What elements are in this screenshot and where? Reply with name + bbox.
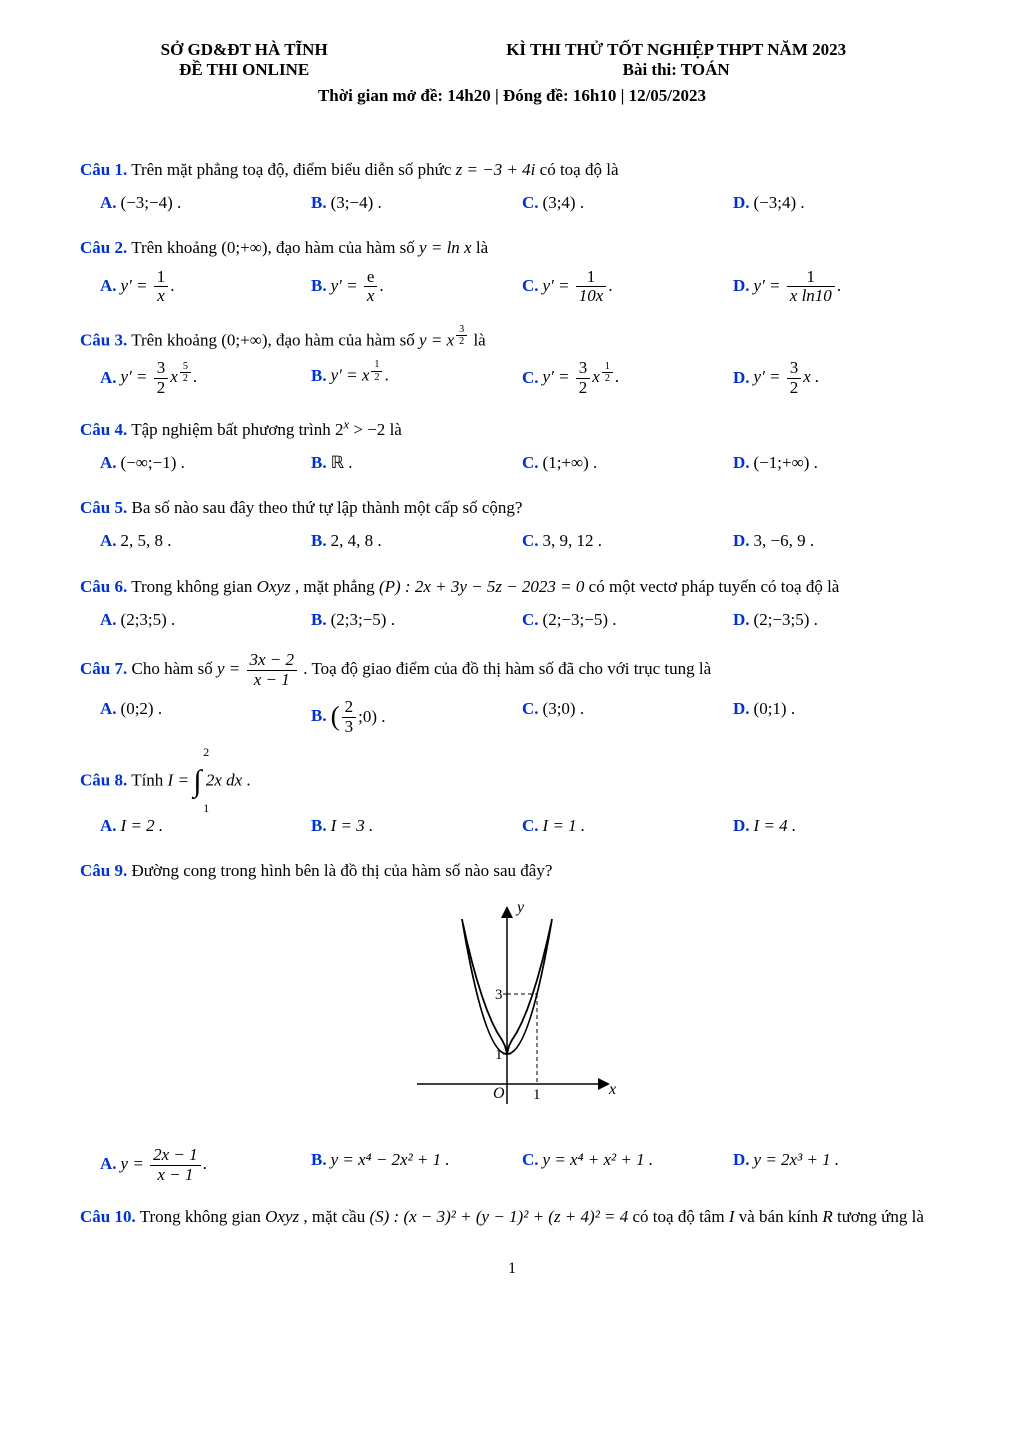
question-4: Câu 4. Tập nghiệm bất phương trình 2x > …: [80, 416, 944, 476]
q5-label: Câu 5.: [80, 498, 127, 517]
q2-label: Câu 2.: [80, 238, 127, 257]
q7-opt-b: B.(23;0) .: [311, 695, 522, 739]
q1-stem-pre: Trên mặt phẳng toạ độ, điểm biểu diễn số…: [131, 160, 455, 179]
q8-opt-c: C.I = 1 .: [522, 812, 733, 839]
question-8: Câu 8. Tính I = 2 ∫ 1 2x dx . A.I = 2 . …: [80, 757, 944, 839]
question-5: Câu 5. Ba số nào sau đây theo thứ tự lập…: [80, 494, 944, 554]
question-9: Câu 9. Đường cong trong hình bên là đồ t…: [80, 857, 944, 1185]
q2-opt-d: D.y′ = 1x ln10.: [733, 268, 944, 306]
origin-label: O: [493, 1085, 505, 1102]
exam-subject: Bài thi: TOÁN: [408, 60, 944, 80]
question-1: Câu 1. Trên mặt phẳng toạ độ, điểm biểu …: [80, 156, 944, 216]
q8-label: Câu 8.: [80, 770, 127, 789]
q3-opt-c: C.y′ = 32x12.: [522, 359, 733, 397]
q7-opt-a: A.(0;2) .: [100, 695, 311, 739]
exam-timing: Thời gian mở đề: 14h20 | Đóng đề: 16h10 …: [80, 86, 944, 106]
q4-opt-c: C.(1;+∞) .: [522, 449, 733, 476]
y-axis-label: y: [515, 899, 525, 916]
question-10: Câu 10. Trong không gian Oxyz , mặt cầu …: [80, 1203, 944, 1230]
xtick-1: 1: [533, 1087, 541, 1103]
exam-header: SỞ GD&ĐT HÀ TĨNH KÌ THI THỬ TỐT NGHIỆP T…: [80, 40, 944, 60]
q1-formula: z = −3 + 4i: [456, 160, 536, 179]
q2-opt-b: B.y′ = ex.: [311, 268, 522, 306]
ytick-1: 1: [495, 1047, 503, 1063]
exam-title: KÌ THI THỬ TỐT NGHIỆP THPT NĂM 2023: [408, 40, 944, 60]
q5-opt-d: D.3, −6, 9 .: [733, 527, 944, 554]
q2-opt-c: C.y′ = 110x.: [522, 268, 733, 306]
q1-label: Câu 1.: [80, 160, 127, 179]
q3-opt-a: A.y′ = 32x52.: [100, 359, 311, 397]
q9-opt-b: B.y = x⁴ − 2x² + 1 .: [311, 1146, 522, 1184]
q7-opt-d: D.(0;1) .: [733, 695, 944, 739]
q6-opt-d: D.(2;−3;5) .: [733, 606, 944, 633]
exam-mode: ĐỀ THI ONLINE: [80, 60, 408, 80]
q2-opt-a: A.y′ = 1x.: [100, 268, 311, 306]
q4-opt-a: A.(−∞;−1) .: [100, 449, 311, 476]
page-number: 1: [80, 1260, 944, 1278]
ytick-3: 3: [495, 987, 503, 1003]
q7-label: Câu 7.: [80, 659, 127, 678]
q9-label: Câu 9.: [80, 861, 127, 880]
q5-opt-a: A.2, 5, 8 .: [100, 527, 311, 554]
q5-opt-c: C.3, 9, 12 .: [522, 527, 733, 554]
q6-opt-a: A.(2;3;5) .: [100, 606, 311, 633]
q8-opt-d: D.I = 4 .: [733, 812, 944, 839]
q6-label: Câu 6.: [80, 577, 127, 596]
q3-opt-d: D.y′ = 32x .: [733, 359, 944, 397]
q1-opt-c: C.(3;4) .: [522, 189, 733, 216]
q6-opt-b: B.(2;3;−5) .: [311, 606, 522, 633]
q1-opt-a: A.(−3;−4) .: [100, 189, 311, 216]
q10-label: Câu 10.: [80, 1207, 136, 1226]
q9-graph: y x O 1 3 1: [80, 894, 944, 1132]
q4-opt-d: D.(−1;+∞) .: [733, 449, 944, 476]
q9-opt-d: D.y = 2x³ + 1 .: [733, 1146, 944, 1184]
q4-label: Câu 4.: [80, 420, 127, 439]
question-7: Câu 7. Cho hàm số y = 3x − 2x − 1 . Toạ …: [80, 651, 944, 739]
q5-opt-b: B.2, 4, 8 .: [311, 527, 522, 554]
q6-opt-c: C.(2;−3;−5) .: [522, 606, 733, 633]
q1-opt-d: D.(−3;4) .: [733, 189, 944, 216]
q1-opt-b: B.(3;−4) .: [311, 189, 522, 216]
q4-opt-b: B.ℝ .: [311, 449, 522, 476]
q3-label: Câu 3.: [80, 330, 127, 349]
x-axis-label: x: [608, 1081, 616, 1098]
question-3: Câu 3. Trên khoảng (0;+∞), đạo hàm của h…: [80, 324, 944, 398]
q7-opt-c: C.(3;0) .: [522, 695, 733, 739]
q8-opt-b: B.I = 3 .: [311, 812, 522, 839]
q3-opt-b: B.y′ = x12.: [311, 359, 522, 397]
q9-opt-c: C.y = x⁴ + x² + 1 .: [522, 1146, 733, 1184]
org-name: SỞ GD&ĐT HÀ TĨNH: [80, 40, 408, 60]
q9-opt-a: A.y = 2x − 1x − 1.: [100, 1146, 311, 1184]
exam-subheader: ĐỀ THI ONLINE Bài thi: TOÁN: [80, 60, 944, 80]
q1-stem-post: có toạ độ là: [540, 160, 619, 179]
question-6: Câu 6. Trong không gian Oxyz , mặt phẳng…: [80, 573, 944, 633]
question-2: Câu 2. Trên khoảng (0;+∞), đạo hàm của h…: [80, 234, 944, 306]
